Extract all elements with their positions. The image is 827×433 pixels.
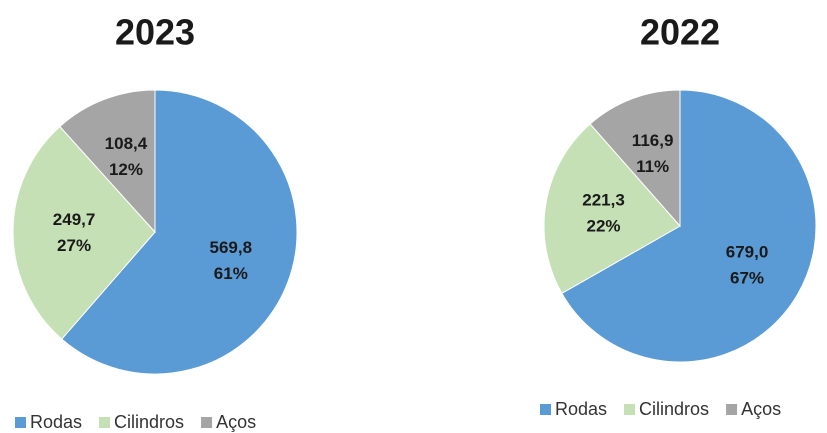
pie-slice [61, 89, 298, 375]
pie-slice [543, 123, 681, 295]
legend-label: Rodas [555, 399, 607, 419]
legend-swatch [201, 417, 213, 428]
chart-title: 2023 [115, 12, 195, 53]
pie-slice [59, 89, 156, 234]
pie-slice [561, 89, 817, 363]
legend-label: Cilindros [114, 412, 184, 432]
slice-percent-label: 67% [730, 268, 764, 287]
slice-value-label: 221,3 [582, 191, 625, 210]
pie-slice [589, 89, 681, 228]
legend-label: Aços [216, 412, 256, 432]
pie-slice [12, 125, 156, 340]
slice-value-label: 679,0 [726, 242, 769, 261]
legend-swatch [99, 417, 111, 428]
chart-title: 2022 [640, 12, 720, 53]
legend-label: Cilindros [639, 399, 709, 419]
legend-label: Rodas [30, 412, 82, 432]
slice-percent-label: 61% [214, 264, 248, 283]
slice-percent-label: 12% [109, 160, 143, 179]
slice-value-label: 116,9 [632, 131, 674, 150]
legend-swatch [726, 404, 738, 415]
legend-swatch [15, 417, 26, 428]
legend-label: Aços [741, 399, 781, 419]
legend-swatch [540, 404, 551, 415]
slice-percent-label: 11% [636, 157, 669, 176]
legend-swatch [624, 404, 636, 415]
slice-percent-label: 22% [587, 217, 621, 236]
slice-percent-label: 27% [57, 236, 91, 255]
slice-value-label: 249,7 [53, 210, 96, 229]
slice-value-label: 108,4 [105, 134, 148, 153]
slice-value-label: 569,8 [210, 238, 253, 257]
